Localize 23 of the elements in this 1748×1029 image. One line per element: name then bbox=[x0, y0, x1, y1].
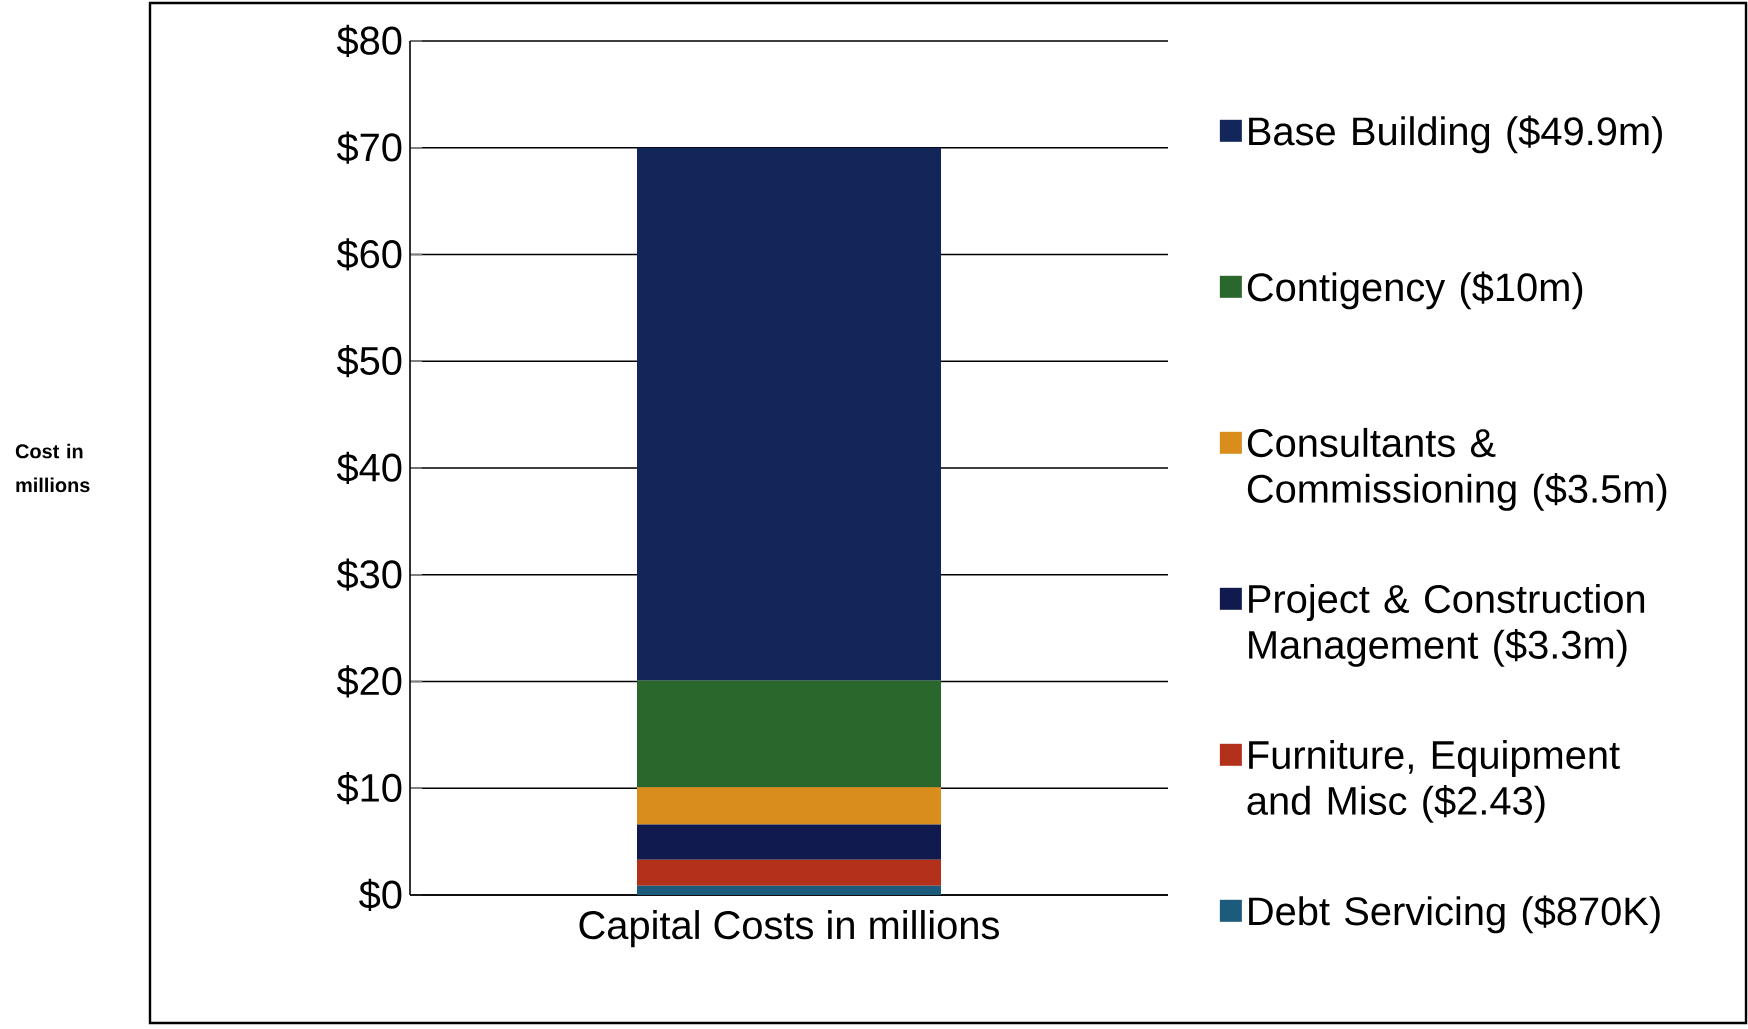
y-tick-label: $70 bbox=[336, 131, 402, 164]
legend-label: Contigency ($10m) bbox=[1247, 271, 1583, 310]
legend-label: Project & Construction Management ($3.3m) bbox=[1249, 583, 1645, 667]
legend-label: Debt Servicing ($870K) bbox=[1249, 895, 1660, 934]
bar bbox=[637, 680, 942, 788]
y-tick-label: $0 bbox=[359, 878, 402, 912]
y-tick-label: $80 bbox=[336, 24, 402, 58]
legend-label: Furniture, Equipment and Misc ($2.43) bbox=[1247, 739, 1620, 823]
y-tick-label: $30 bbox=[336, 558, 402, 591]
y-tick-label: $60 bbox=[336, 238, 402, 271]
y-tick-label: $40 bbox=[336, 451, 402, 485]
y-tick-label: $20 bbox=[336, 665, 402, 698]
bar bbox=[637, 824, 942, 860]
legend-label: Base Building ($49.9m) bbox=[1249, 115, 1662, 154]
legend-label: Consultants & Commissioning ($3.5m) bbox=[1247, 427, 1667, 511]
y-tick-label: $10 bbox=[336, 772, 402, 805]
x-tick-label: Capital Costs in millions bbox=[579, 910, 999, 948]
bar bbox=[637, 885, 942, 895]
text: Cost in millions bbox=[15, 443, 90, 493]
bar bbox=[637, 147, 942, 681]
y-tick-label: $50 bbox=[336, 345, 402, 378]
bar bbox=[637, 787, 942, 825]
bar bbox=[637, 859, 942, 886]
